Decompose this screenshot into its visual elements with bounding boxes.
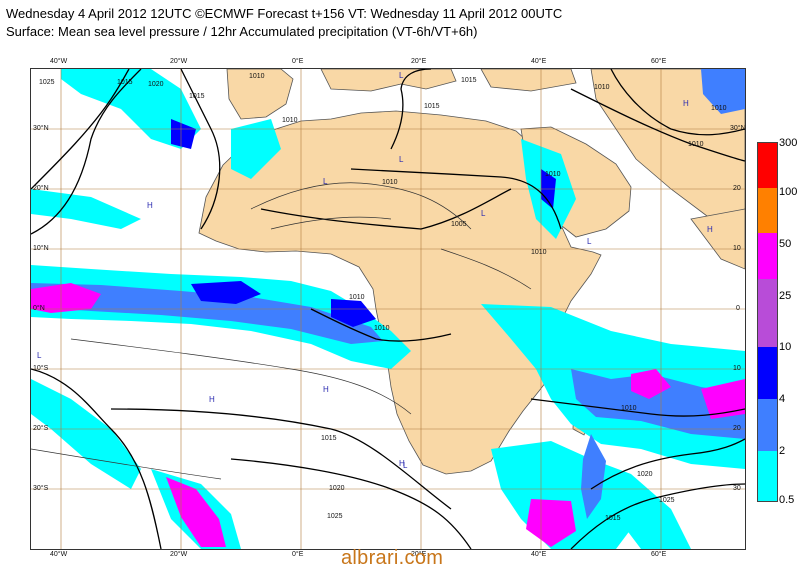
map-canvas bbox=[31, 69, 745, 549]
chart-title-line-1: Wednesday 4 April 2012 12UTC ©ECMWF Fore… bbox=[6, 6, 563, 21]
colorbar-label: 50 bbox=[779, 238, 792, 250]
lat-label: 0°N bbox=[33, 305, 45, 312]
colorbar-label: 0.5 bbox=[779, 494, 795, 506]
isobar-label: 1020 bbox=[637, 471, 653, 478]
lat-label: 30°S bbox=[33, 485, 49, 492]
colorbar-segment-25 bbox=[758, 279, 777, 347]
iberia-europe-landmass bbox=[226, 69, 294, 120]
colorbar-label: 10 bbox=[779, 341, 792, 353]
lat-label-right: 10 bbox=[733, 365, 741, 372]
high-pressure-marker: H bbox=[147, 201, 153, 210]
colorbar-segment-50 bbox=[758, 233, 777, 279]
isobar-label: 1010 bbox=[249, 73, 265, 80]
lon-label-top: 40°E bbox=[531, 58, 547, 65]
low-pressure-marker: L bbox=[481, 209, 486, 218]
isobar-label: 1020 bbox=[329, 485, 345, 492]
lat-label-right: 0 bbox=[736, 305, 740, 312]
lat-label-right: 10 bbox=[733, 245, 741, 252]
colorbar-segment-300 bbox=[758, 143, 777, 188]
isobar-label: 1010 bbox=[594, 84, 610, 91]
isobar-label: 1010 bbox=[382, 179, 398, 186]
colorbar-segment-100 bbox=[758, 188, 777, 233]
lat-label: 10°S bbox=[33, 365, 49, 372]
isobar-label: 1015 bbox=[461, 77, 477, 84]
india-landmass bbox=[690, 208, 745, 270]
colorbar-segment-4 bbox=[758, 399, 777, 451]
isobar-label: 1010 bbox=[531, 249, 547, 256]
lon-label-bottom: 40°W bbox=[50, 551, 68, 558]
lon-label-bottom: 20°W bbox=[170, 551, 188, 558]
colorbar-segment-10 bbox=[758, 347, 777, 399]
southern-europe-landmass bbox=[320, 69, 457, 92]
high-pressure-marker: H bbox=[707, 225, 713, 234]
lon-label-top: 40°W bbox=[50, 58, 68, 65]
isobar-label: 1015 bbox=[189, 93, 205, 100]
isobar-label: 1015 bbox=[605, 515, 621, 522]
lon-label-bottom: 0°E bbox=[292, 551, 304, 558]
isobar-label: 1010 bbox=[621, 405, 637, 412]
isobar-label: 1010 bbox=[545, 171, 561, 178]
isobars bbox=[31, 69, 745, 549]
turkey-landmass bbox=[480, 69, 577, 92]
lon-label-top: 60°E bbox=[651, 58, 667, 65]
high-pressure-marker: H bbox=[399, 459, 405, 468]
colorbar-segment-0-5 bbox=[758, 451, 777, 501]
isobar-label: 1020 bbox=[148, 81, 164, 88]
lat-label: 10°N bbox=[33, 245, 49, 252]
graticule bbox=[31, 69, 745, 549]
isobar-label: 1005 bbox=[451, 221, 467, 228]
lon-label-bottom: 60°E bbox=[651, 551, 667, 558]
low-pressure-marker: L bbox=[587, 237, 592, 246]
lat-label-right: 30°N bbox=[730, 125, 746, 132]
lat-label-right: 30 bbox=[733, 485, 741, 492]
lon-label-bottom: 20°E bbox=[411, 551, 427, 558]
isobar-label: 1015 bbox=[117, 79, 133, 86]
colorbar-label: 25 bbox=[779, 290, 792, 302]
isobar-label: 1010 bbox=[349, 294, 365, 301]
isobar-label: 1025 bbox=[39, 79, 55, 86]
isobar-label: 1025 bbox=[659, 497, 675, 504]
isobar-label: 1010 bbox=[688, 141, 704, 148]
lon-label-top: 0°E bbox=[292, 58, 304, 65]
lat-label: 20°N bbox=[33, 185, 49, 192]
lat-label: 20°S bbox=[33, 425, 49, 432]
high-pressure-marker: H bbox=[323, 385, 329, 394]
colorbar-label: 2 bbox=[779, 445, 786, 457]
precipitation-colorbar bbox=[757, 142, 778, 502]
low-pressure-marker: L bbox=[37, 351, 42, 360]
secondary-contours bbox=[31, 182, 532, 480]
isobar-label: 1015 bbox=[424, 103, 440, 110]
high-pressure-marker: H bbox=[683, 99, 689, 108]
watermark: albrari.com bbox=[341, 547, 444, 569]
isobar-label: 1010 bbox=[711, 105, 727, 112]
low-pressure-marker: L bbox=[399, 155, 404, 164]
chart-title-line-2: Surface: Mean sea level pressure / 12hr … bbox=[6, 24, 478, 39]
lon-label-top: 20°W bbox=[170, 58, 188, 65]
low-pressure-marker: L bbox=[323, 177, 328, 186]
high-pressure-marker: H bbox=[209, 395, 215, 404]
colorbar-label: 4 bbox=[779, 393, 786, 405]
isobar-label: 1010 bbox=[282, 117, 298, 124]
lat-label-right: 20 bbox=[733, 185, 741, 192]
lat-label-right: 20 bbox=[733, 425, 741, 432]
precipitation-field bbox=[31, 69, 745, 549]
low-pressure-marker: L bbox=[403, 461, 408, 470]
colorbar-label: 300 bbox=[779, 137, 798, 149]
isobar-label: 1010 bbox=[374, 325, 390, 332]
lon-label-bottom: 40°E bbox=[531, 551, 547, 558]
isobar-label: 1015 bbox=[321, 435, 337, 442]
lat-label: 30°N bbox=[33, 125, 49, 132]
lon-label-top: 20°E bbox=[411, 58, 427, 65]
land-masses bbox=[198, 69, 745, 475]
low-pressure-marker: L bbox=[399, 71, 404, 80]
isobar-label: 1025 bbox=[327, 513, 343, 520]
colorbar-label: 100 bbox=[779, 186, 798, 198]
forecast-map: 1025 1015 1020 1015 1010 1010 1015 1015 … bbox=[30, 68, 746, 550]
